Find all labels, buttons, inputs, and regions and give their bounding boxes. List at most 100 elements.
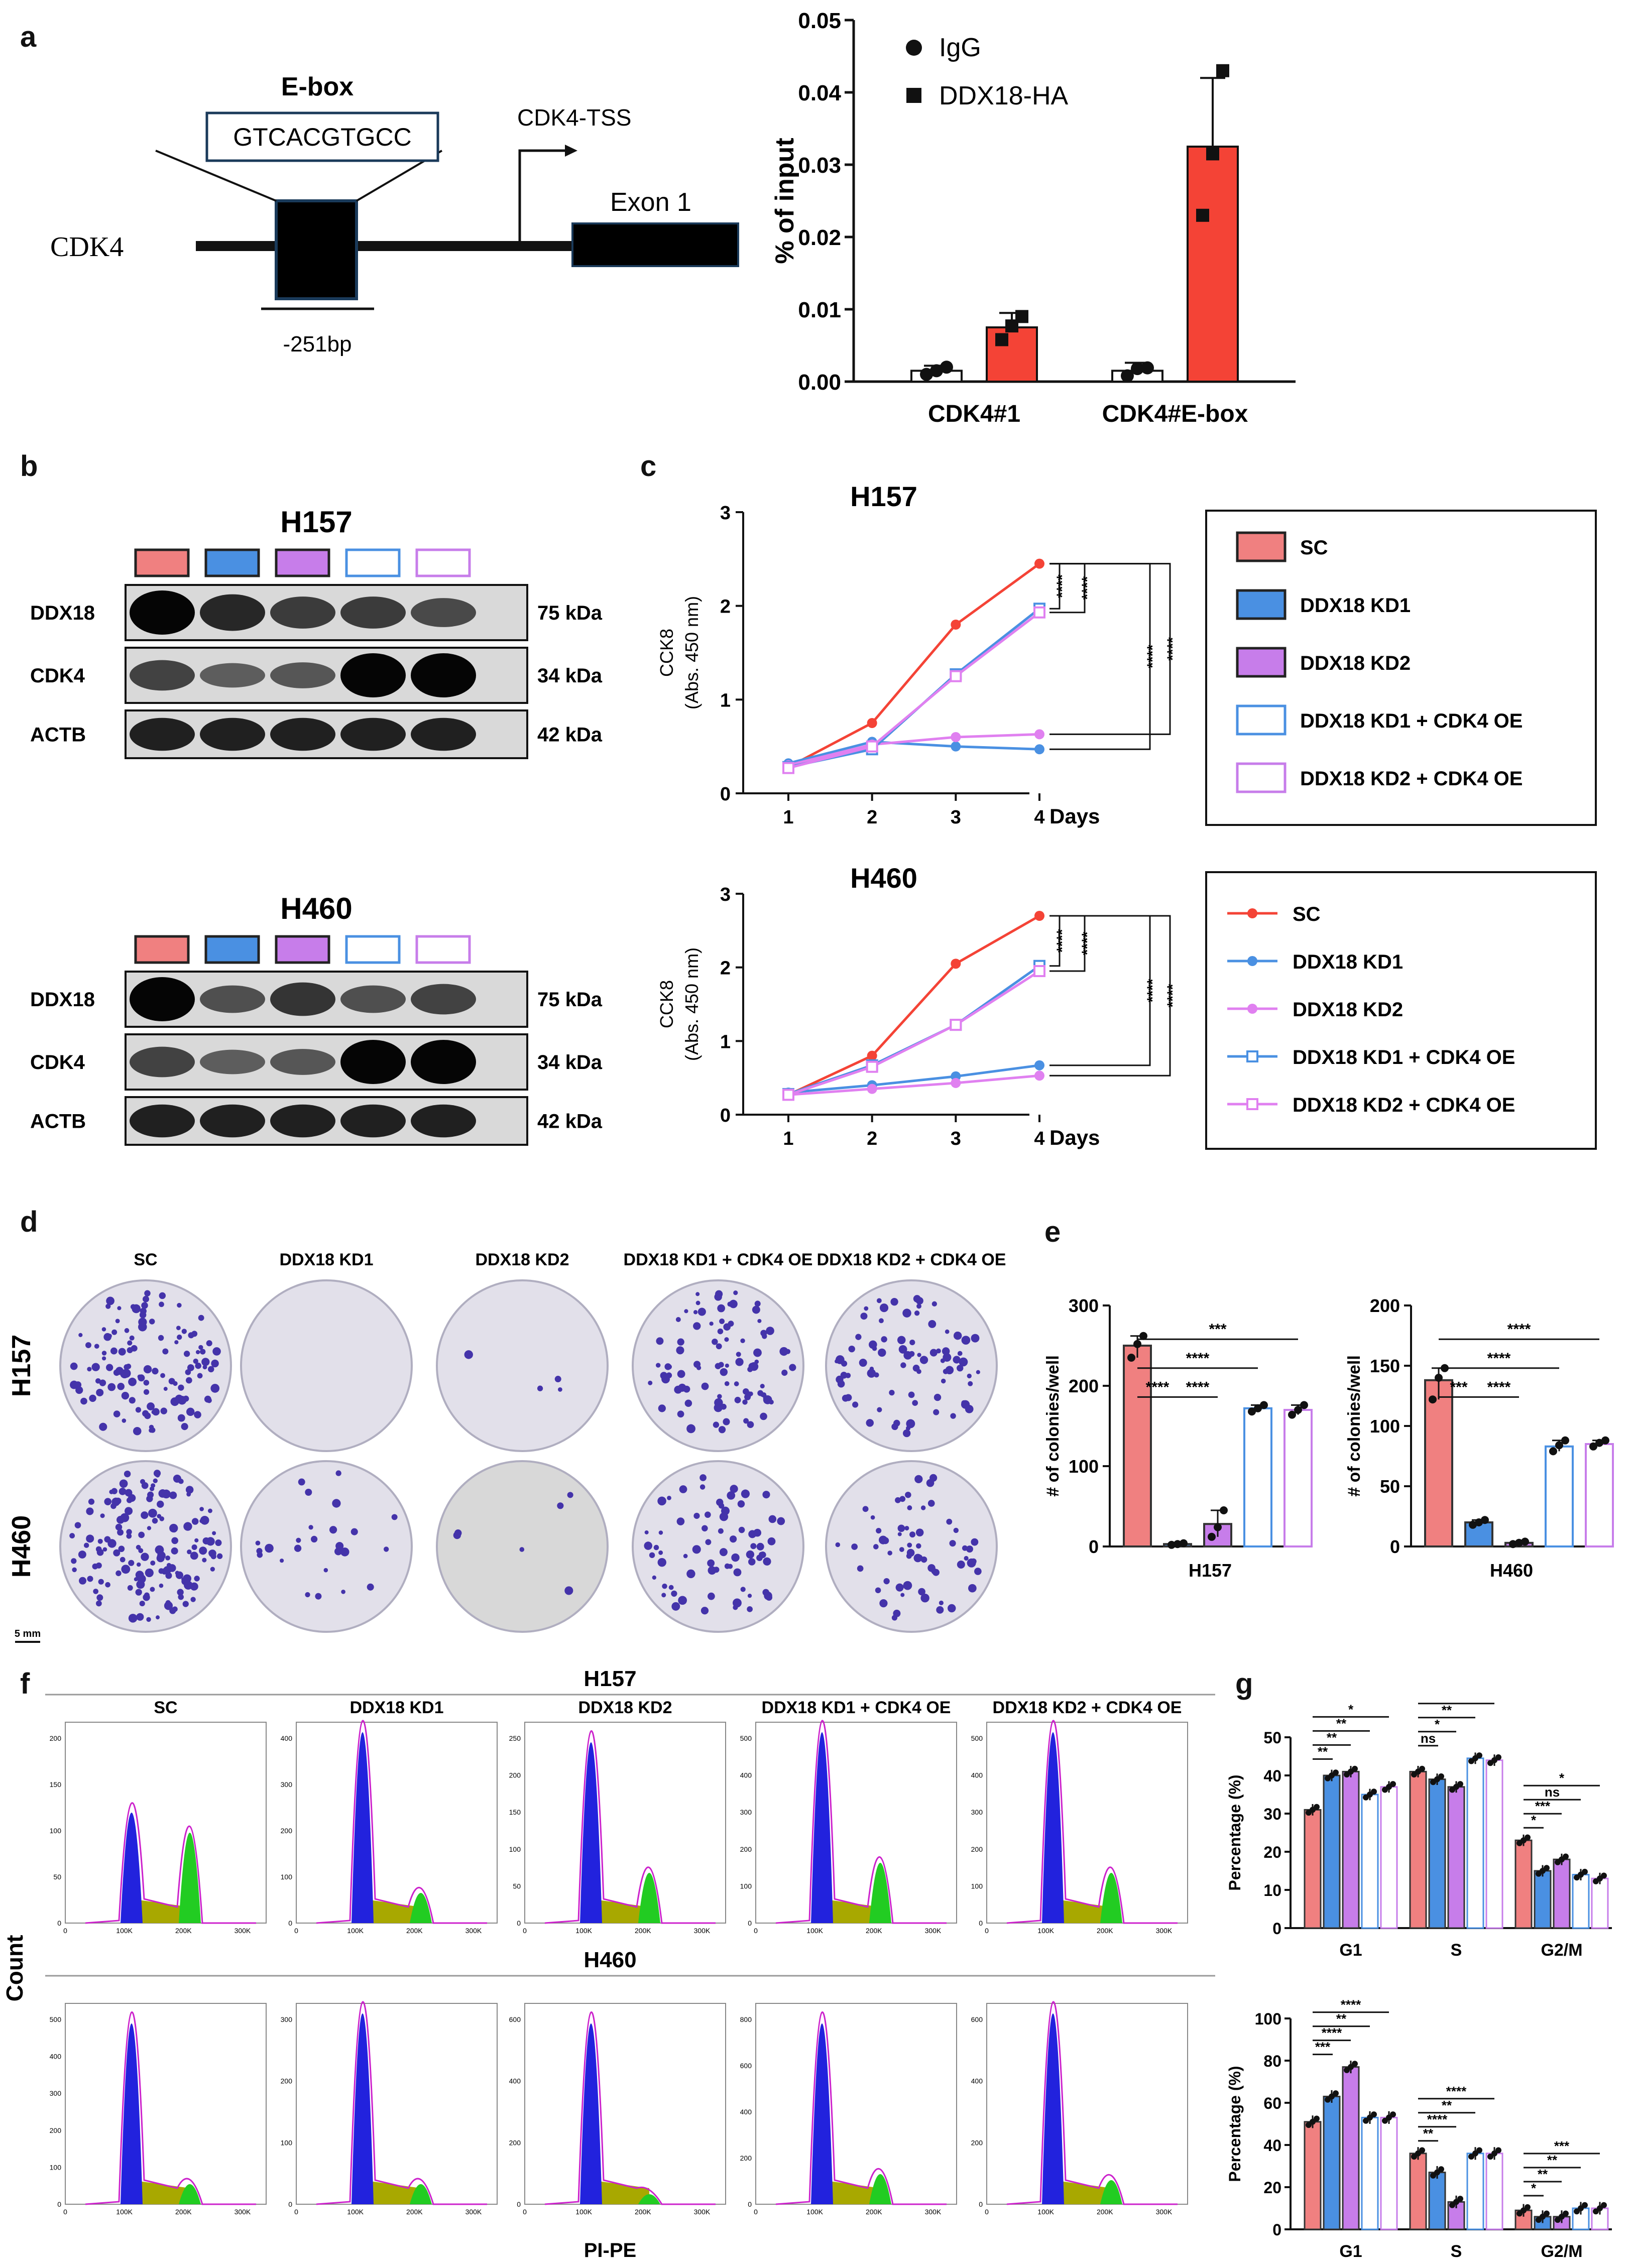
y-tick-label: 300 <box>50 2089 62 2097</box>
protein-band <box>340 985 406 1013</box>
data-point <box>1216 64 1229 77</box>
x-tick-label: 4 <box>1034 1128 1044 1149</box>
protein-band <box>340 1104 406 1138</box>
y-axis-label: % of input <box>770 138 799 264</box>
data-point <box>1475 1518 1483 1526</box>
colony <box>202 1558 207 1563</box>
x-axis-label: H460 <box>1490 1560 1533 1581</box>
colony <box>717 1304 725 1312</box>
significance-label: *** <box>1209 1321 1226 1338</box>
data-point <box>1435 1374 1443 1382</box>
colony <box>733 1568 742 1577</box>
bar <box>1304 2121 1322 2230</box>
fit-curve <box>85 1802 256 1924</box>
colony <box>101 1351 107 1356</box>
significance-bracket <box>1049 563 1171 735</box>
colony <box>719 1548 728 1557</box>
colony <box>110 1503 116 1509</box>
data-point <box>1544 1865 1550 1871</box>
colony <box>96 1388 104 1396</box>
significance-label: ** <box>1423 2126 1434 2141</box>
colony <box>98 1579 104 1585</box>
colony <box>113 1410 121 1417</box>
colony <box>143 1365 152 1374</box>
data-point <box>1419 2147 1425 2154</box>
fit-curve <box>775 2011 947 2205</box>
colony <box>141 1302 148 1309</box>
colony <box>734 1396 741 1403</box>
x-tick-label: 1 <box>783 807 793 828</box>
y-tick-label: 3 <box>720 884 731 905</box>
legend-label: DDX18 KD1 + CDK4 OE <box>1293 1046 1515 1068</box>
colony <box>87 1576 93 1582</box>
legend-swatch <box>1236 531 1287 562</box>
data-point <box>1260 1401 1268 1409</box>
data-point <box>1457 1781 1463 1787</box>
y-tick-label: 0 <box>1390 1536 1400 1557</box>
category-label: S <box>1451 1941 1462 1960</box>
x-tick-label: 300K <box>1156 2208 1173 2216</box>
ebox-sequence: GTCACGTGCC <box>233 123 412 151</box>
colony <box>194 1576 200 1582</box>
colony <box>78 1333 83 1337</box>
g2m-peak <box>179 1833 201 1923</box>
data-point <box>940 361 953 374</box>
y-tick-label: 150 <box>1370 1356 1400 1376</box>
g1-peak <box>1042 1732 1064 1923</box>
colony <box>159 1583 164 1588</box>
y-tick-label: 300 <box>281 1780 293 1788</box>
colony <box>157 1551 166 1560</box>
colony <box>740 1338 745 1344</box>
data-point <box>1438 2166 1444 2173</box>
g2m-peak <box>869 1863 891 1923</box>
protein-band <box>130 977 195 1021</box>
data-point <box>1469 1520 1477 1529</box>
x-tick-label: 300K <box>925 2208 942 2216</box>
bar <box>1361 1794 1379 1929</box>
colony <box>204 1359 209 1365</box>
x-tick-label: 200K <box>635 2208 651 2216</box>
colony <box>169 1491 177 1499</box>
colony <box>102 1547 107 1552</box>
series-line <box>787 914 1040 1096</box>
data-point <box>1509 1540 1517 1548</box>
gene-label: CDK4 <box>50 231 124 263</box>
colony <box>147 1491 154 1498</box>
data-point <box>951 732 961 742</box>
protein-band <box>270 718 335 751</box>
data-point <box>1481 1516 1489 1524</box>
x-tick-label: 100K <box>116 2208 133 2216</box>
colony <box>212 1531 216 1535</box>
colony <box>867 1369 876 1378</box>
colony <box>707 1592 715 1600</box>
colony <box>936 1606 944 1614</box>
colony <box>953 1527 959 1533</box>
protein-band <box>340 1040 406 1084</box>
colony <box>760 1384 765 1389</box>
colony <box>872 1346 877 1351</box>
bar <box>1545 1445 1574 1547</box>
bar <box>1534 1870 1552 1929</box>
blot-row-label: ACTB <box>30 724 86 746</box>
colony <box>151 1483 156 1488</box>
data-point <box>1525 1834 1531 1841</box>
colony <box>75 1386 83 1394</box>
y-tick-label: 300 <box>281 2015 293 2023</box>
column-label: SC <box>134 1250 157 1269</box>
bar <box>1123 1345 1152 1547</box>
colony <box>174 1340 179 1345</box>
colony <box>171 1527 177 1533</box>
culture-plate <box>240 1279 413 1452</box>
g2m-peak <box>1100 2180 1122 2204</box>
s-phase-area <box>363 2180 421 2204</box>
data-point <box>1582 2202 1588 2208</box>
panel-label-f: f <box>20 1667 30 1700</box>
zoom-line-left <box>155 150 277 202</box>
y-tick-label: 200 <box>281 1827 293 1835</box>
colony <box>943 1353 952 1362</box>
tss-arrow <box>518 149 567 246</box>
significance-label: **** <box>1507 1321 1531 1338</box>
data-point <box>1127 1354 1135 1362</box>
data-point <box>1180 1539 1188 1547</box>
